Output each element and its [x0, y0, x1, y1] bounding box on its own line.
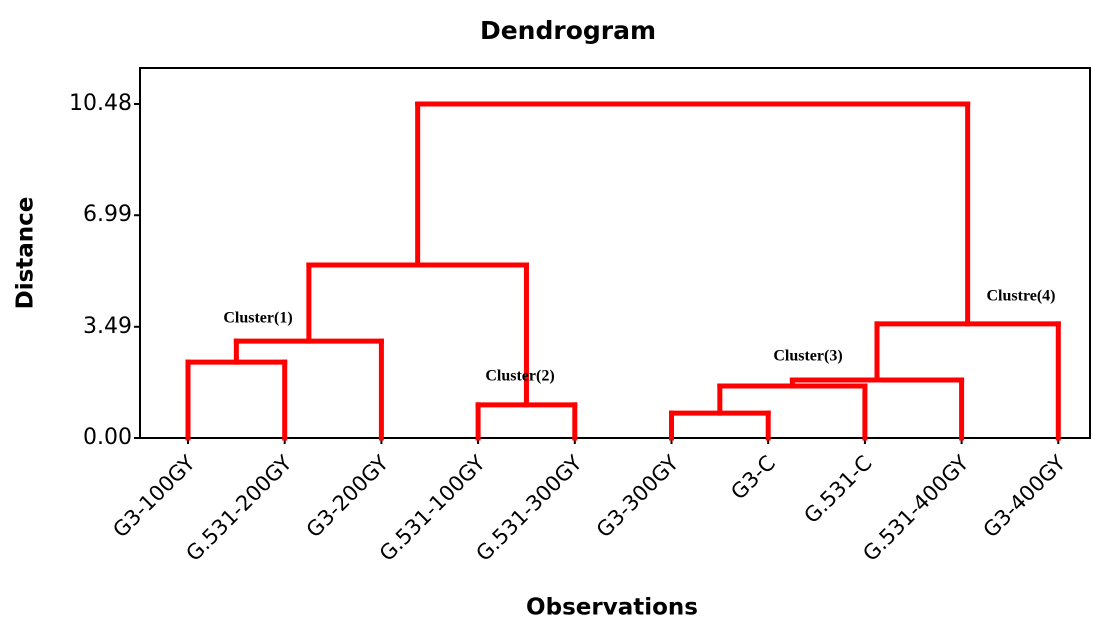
x-tick-label: G3-300GY: [592, 451, 684, 543]
y-tick-label: 10.48: [69, 91, 132, 116]
plot-frame: [139, 67, 1091, 439]
x-tick-label: G3-200GY: [302, 451, 394, 543]
cluster-label: Cluster(3): [773, 348, 842, 365]
y-axis-label: Distance: [13, 197, 39, 310]
x-tick-label: G3-400GY: [979, 451, 1071, 543]
y-tick-label: 6.99: [83, 202, 132, 227]
cluster-label: Clustre(4): [986, 288, 1055, 305]
y-tick-label: 0.00: [83, 425, 132, 450]
x-tick-label: G3-100GY: [108, 451, 200, 543]
y-tick-label: 3.49: [83, 314, 132, 339]
x-tick-label: G3-C: [726, 451, 780, 505]
cluster-label: Cluster(1): [223, 310, 292, 327]
chart-title: Dendrogram: [480, 16, 656, 45]
x-axis-label: Observations: [526, 595, 698, 621]
x-tick-label: G.531-C: [799, 451, 876, 528]
cluster-label: Cluster(2): [485, 368, 554, 385]
